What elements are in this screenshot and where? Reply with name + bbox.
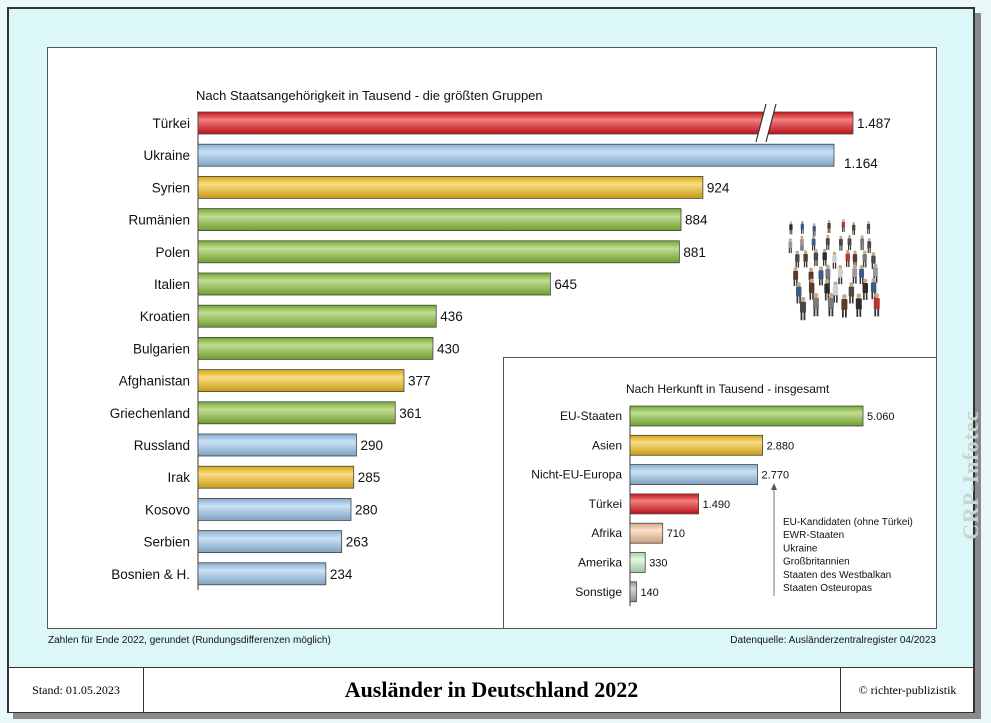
value-label: 924 [707,180,730,195]
category-label: Türkei [152,116,190,131]
bar-nicht-eu [197,497,352,521]
value-label: 280 [355,502,378,517]
bar-eu [197,208,682,232]
value-label: 1.487 [857,116,891,131]
watermark: CRP-Infotec [958,410,983,540]
value-label: 377 [408,374,431,389]
category-label: Kosovo [145,502,190,517]
category-label: Kroatien [140,309,190,324]
annotation-line: EWR-Staaten [783,530,844,541]
crowd-of-people-icon [788,219,880,321]
value-label: 5.060 [867,411,895,423]
category-label: EU-Staaten [560,409,622,423]
chart2-title: Nach Herkunft in Tausend - insgesamt [626,382,830,396]
bar-eu [197,272,551,296]
chart-panel: Nach Staatsangehörigkeit in Tausend - di… [47,47,937,646]
footer: Stand: 01.05.2023 Ausländer in Deutschla… [9,667,973,712]
annotation-line: EU-Kandidaten (ohne Türkei) [783,517,913,528]
category-label: Türkei [589,497,622,511]
annotation-line: Ukraine [783,543,818,554]
category-label: Nicht-EU-Europa [531,468,622,482]
axis-break-line [765,103,777,143]
origin-bar [629,405,864,427]
annotation-line: Großbritannien [783,557,850,568]
category-label: Sonstige [575,585,622,599]
origin-bar [629,434,764,456]
origin-chart: Nach Herkunft in Tausend - insgesamt EU-S… [531,382,913,607]
bar-asien [197,465,355,489]
category-label: Rumänien [128,213,190,228]
category-label: Bulgarien [133,341,190,356]
origin-bar [629,493,700,515]
origin-bar [629,581,637,603]
bar-asien [197,175,704,199]
origin-bar [629,464,758,485]
value-label: 645 [554,277,577,292]
axis-break-line [755,103,767,143]
value-label: 881 [683,245,706,260]
copyright: © richter-publizistik [840,668,974,712]
page-title: Ausländer in Deutschland 2022 [344,677,639,702]
origin-bar [629,522,664,544]
category-label: Polen [155,245,190,260]
nationality-chart: Nach Staatsangehörigkeit in Tausend - di… [110,88,891,590]
category-label: Afrika [591,526,622,540]
bar-eu [197,304,437,328]
bar-asien [197,369,405,393]
origin-bar [629,552,646,573]
value-label: 1.490 [703,499,731,511]
category-label: Bosnien & H. [111,567,190,582]
value-label: 330 [649,558,667,570]
value-label: 710 [667,528,685,540]
bar-nicht-eu [197,143,835,167]
bar-nicht-eu [197,562,327,586]
annotation-line: Staaten Osteuropas [783,583,872,594]
bar-tuerkei [197,111,854,135]
category-label: Irak [167,470,190,485]
note-source: Datenquelle: Ausländerzentralregister 04… [730,635,936,646]
value-label: 234 [330,567,353,582]
bar-eu [197,336,434,360]
chart1-title: Nach Staatsangehörigkeit in Tausend - di… [196,88,543,103]
category-label: Asien [592,438,622,452]
value-label: 430 [437,341,460,356]
value-label: 263 [346,535,369,550]
value-label: 140 [640,587,658,599]
value-label: 884 [685,213,708,228]
bar-nicht-eu [197,433,357,457]
value-label: 361 [399,406,422,421]
value-label: 290 [360,438,383,453]
annotation-line: Staaten des Westbalkan [783,570,891,581]
axis-break [756,104,776,142]
origin-chart-panel: Nach Herkunft in Tausend - insgesamt EU-S… [503,357,937,629]
value-label: 436 [440,309,463,324]
stand-date: Stand: 01.05.2023 [9,668,144,712]
category-label: Serbien [143,535,190,550]
bar-nicht-eu [197,530,343,554]
value-label: 285 [358,470,381,485]
category-label: Syrien [152,180,190,195]
note-rounding: Zahlen für Ende 2022, gerundet (Rundungs… [48,635,331,646]
category-label: Russland [134,438,190,453]
bar-eu [197,240,680,264]
category-label: Amerika [578,556,622,570]
value-label: 2.880 [767,440,795,452]
category-label: Griechenland [110,406,190,421]
bar-eu [197,401,396,425]
value-label: 1.164 [844,156,878,171]
category-label: Italien [154,277,190,292]
value-label: 2.770 [762,470,790,482]
category-label: Ukraine [143,148,190,163]
annotation-arrowhead [771,483,777,490]
category-label: Afghanistan [119,374,190,389]
